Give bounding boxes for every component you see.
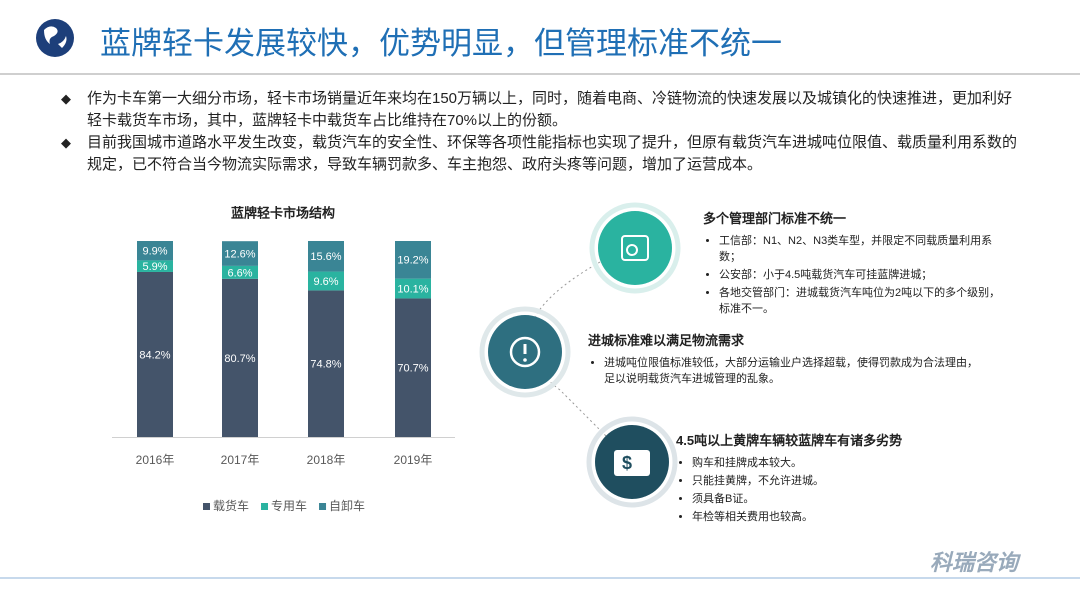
icon-dollar: $ <box>622 453 632 473</box>
panel: 4.5吨以上黄牌车辆较蓝牌车有诸多劣势 购车和挂牌成本较大。 只能挂黄牌，不允许… <box>676 430 996 527</box>
ring <box>589 202 681 294</box>
panel-list: 工信部：N1、N2、N3类车型，并限定不同载质量利用系数； 公安部：小于4.5吨… <box>703 233 1008 317</box>
connector <box>527 261 611 441</box>
data-label: 74.8% <box>310 359 341 371</box>
panel: 多个管理部门标准不统一 工信部：N1、N2、N3类车型，并限定不同载质量利用系数… <box>703 208 1008 319</box>
ring <box>586 416 678 508</box>
ring <box>479 306 571 398</box>
x-tick-label: 2018年 <box>307 453 346 467</box>
data-label: 84.2% <box>139 349 170 361</box>
data-label: 10.1% <box>397 283 428 295</box>
data-label: 9.6% <box>313 276 338 288</box>
bar-segment <box>308 290 344 437</box>
icon-alert <box>509 336 541 368</box>
data-label: 9.9% <box>142 246 167 258</box>
data-label: 19.2% <box>397 255 428 267</box>
bar-segment <box>308 241 344 272</box>
bar-segment <box>222 278 258 437</box>
data-label: 80.7% <box>224 353 255 365</box>
icon-wallet <box>614 450 650 476</box>
panel-title: 多个管理部门标准不统一 <box>703 211 847 226</box>
panel-list: 购车和挂牌成本较大。 只能挂黄牌，不允许进城。 须具备B证。 年检等相关费用也较… <box>676 455 996 525</box>
bullet: 作为卡车第一大细分市场，轻卡市场销量近年来均在150万辆以上，同时，随着电商、冷… <box>61 88 1022 132</box>
panel-item: 工信部：N1、N2、N3类车型，并限定不同载质量利用系数； <box>719 233 1008 265</box>
legend-label: 载货车 <box>213 498 249 513</box>
panel: 进城标准难以满足物流需求 进城吨位限值标准较低，大部分运输业户选择超载，使得罚款… <box>588 330 983 389</box>
data-label: 70.7% <box>397 363 428 375</box>
bar-segment <box>137 271 173 437</box>
panel-item: 只能挂黄牌，不允许进城。 <box>692 473 996 489</box>
data-label: 12.6% <box>224 248 255 260</box>
x-tick-label: 2016年 <box>136 453 175 467</box>
panel-item: 进城吨位限值标准较低，大部分运输业户选择超载，使得罚款成为合法理由，足以说明载货… <box>604 355 983 387</box>
data-label: 6.6% <box>227 267 252 279</box>
legend-swatch <box>261 503 269 510</box>
legend-label: 专用车 <box>271 498 307 513</box>
panel-title: 4.5吨以上黄牌车辆较蓝牌车有诸多劣势 <box>676 433 903 448</box>
panel-item: 各地交管部门：进城载货汽车吨位为2吨以下的多个级别，标准不一。 <box>719 285 1008 317</box>
icon-board <box>621 235 649 261</box>
x-tick-label: 2017年 <box>221 453 260 467</box>
panel-title: 进城标准难以满足物流需求 <box>588 333 745 348</box>
data-label: 5.9% <box>142 261 167 273</box>
icon-person <box>626 244 638 256</box>
bar-segment <box>222 265 258 279</box>
chart: 蓝牌轻卡市场结构 84.2% 5.9% 9.9% 2016年 80.7% 6.6% 12.6… <box>112 205 455 513</box>
slide-title: 蓝牌轻卡发展较快，优势明显，但管理标准不统一 <box>100 26 782 61</box>
data-label: 15.6% <box>310 251 341 263</box>
legend-swatch <box>319 503 327 510</box>
bar-segment <box>395 278 431 299</box>
chart-title: 蓝牌轻卡市场结构 <box>231 205 335 220</box>
legend-swatch <box>203 503 210 510</box>
bullet: 目前我国城市道路水平发生改变，载货汽车的安全性、环保等各项性能指标也实现了提升，… <box>61 132 1022 176</box>
globe-icon <box>36 19 74 57</box>
legend-label: 自卸车 <box>329 498 365 513</box>
globe-land <box>44 26 67 48</box>
icon-alert-dot <box>523 358 527 362</box>
x-tick-label: 2019年 <box>394 453 433 467</box>
panel-item: 购车和挂牌成本较大。 <box>692 455 996 471</box>
panel-list: 进城吨位限值标准较低，大部分运输业户选择超载，使得罚款成为合法理由，足以说明载货… <box>588 355 983 387</box>
bar-segment <box>222 241 258 266</box>
panel-item: 公安部：小于4.5吨载货汽车可挂蓝牌进城； <box>719 267 1008 283</box>
panel-item: 年检等相关费用也较高。 <box>692 509 996 525</box>
watermark: 科瑞咨询 <box>930 550 1019 575</box>
bar-segment <box>137 260 173 272</box>
bar-segment <box>395 241 431 279</box>
bar-segment <box>137 241 173 261</box>
icon-circle <box>598 211 672 285</box>
bar-segment <box>308 271 344 291</box>
bar-segment <box>395 298 431 437</box>
panel-item: 须具备B证。 <box>692 491 996 507</box>
